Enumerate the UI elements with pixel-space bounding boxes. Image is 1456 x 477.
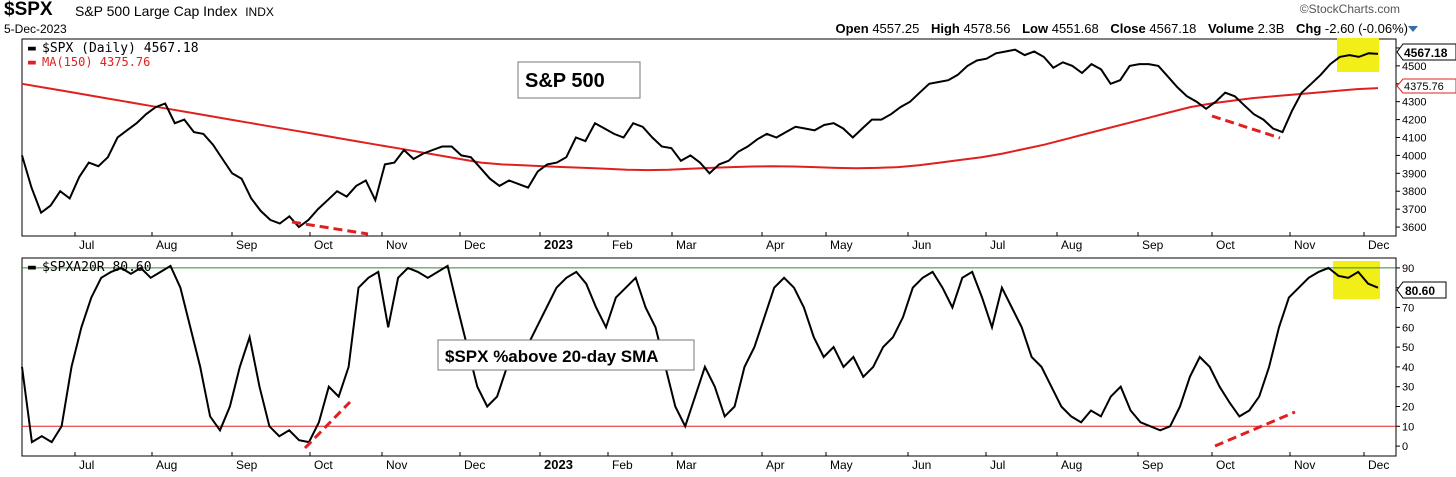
breadth-xtick-label: Nov <box>1294 458 1315 472</box>
price-xtick-label: Jul <box>79 238 94 252</box>
price-xtick-label: Apr <box>766 238 785 252</box>
price-ytick-label: 3800 <box>1402 186 1426 198</box>
price-highlight-box <box>1337 38 1379 72</box>
breadth-annotation-box <box>437 339 695 371</box>
breadth-xtick-label: Mar <box>676 458 697 472</box>
price-xtick-label: Jul <box>990 238 1005 252</box>
ma-legend-icon: ▬ <box>28 55 36 70</box>
breadth-tag: 80.60 <box>1405 284 1435 298</box>
price-ytick-label: 4000 <box>1402 150 1426 162</box>
breadth-xtick-label: Oct <box>314 458 333 472</box>
breadth-ytick-label: 0 <box>1402 441 1408 453</box>
breadth-xtick-label: Oct <box>1216 458 1235 472</box>
spxa20r-line <box>21 264 1379 444</box>
price-xtick-label: 2023 <box>544 237 573 252</box>
price-ytick-label: 3600 <box>1402 222 1426 234</box>
price-xtick-label: Feb <box>612 238 633 252</box>
credit[interactable]: ©StockCharts.com <box>1299 2 1400 16</box>
price-ytick-label: 4500 <box>1402 61 1426 73</box>
breadth-xtick-label: Nov <box>386 458 407 472</box>
breadth-tag-shape <box>1396 281 1447 299</box>
breadth-panel <box>21 257 1397 457</box>
breadth-ytick-label: 30 <box>1402 382 1414 394</box>
oct-2022-breadth-trendline <box>303 400 352 450</box>
price-panel <box>21 38 1397 237</box>
breadth-xtick-label: Sep <box>236 458 258 472</box>
breadth-legend: $SPXA20R 80.60 <box>42 260 152 275</box>
index-name: S&P 500 Large Cap Index INDX <box>75 3 274 19</box>
price-ytick-label: 4200 <box>1402 115 1426 127</box>
breadth-xtick-label: Sep <box>1142 458 1164 472</box>
price-xtick-label: Aug <box>1061 238 1082 252</box>
breadth-legend-icon: ▬ <box>28 260 36 275</box>
breadth-xtick-label: Aug <box>1061 458 1082 472</box>
breadth-xtick-label: Dec <box>464 458 485 472</box>
breadth-ytick-label: 60 <box>1402 322 1414 334</box>
breadth-ytick-label: 90 <box>1402 263 1414 275</box>
breadth-annotation: $SPX %above 20-day SMA <box>445 347 659 366</box>
spx-price-line <box>21 48 1379 229</box>
sp500-annotation: S&P 500 <box>525 70 605 92</box>
chevron-down-icon[interactable] <box>1408 26 1418 32</box>
price-xtick-label: May <box>830 238 853 252</box>
price-xtick-label: Sep <box>236 238 258 252</box>
breadth-xtick-label: Jun <box>912 458 931 472</box>
price-ytick-label: 3700 <box>1402 204 1426 216</box>
breadth-xtick-label: Jul <box>990 458 1005 472</box>
price-xtick-label: Oct <box>314 238 333 252</box>
oct-2023-price-trendline <box>1211 114 1281 140</box>
breadth-xtick-label: Aug <box>156 458 177 472</box>
price-xtick-label: Oct <box>1216 238 1235 252</box>
ma-legend: MA(150) 4375.76 <box>42 55 150 69</box>
price-xtick-label: Aug <box>156 238 177 252</box>
price-legend-icon: ▬ <box>28 41 36 56</box>
price-ytick-label: 4100 <box>1402 133 1426 145</box>
price-xtick-label: Dec <box>464 238 485 252</box>
symbol: $SPX <box>4 0 53 20</box>
chart-header: $SPX S&P 500 Large Cap Index INDX 5-Dec-… <box>0 0 1456 38</box>
breadth-highlight-box <box>1333 261 1380 299</box>
sp500-annotation-box <box>517 61 641 99</box>
breadth-xtick-label: Jul <box>79 458 94 472</box>
ma150-line <box>21 82 1379 172</box>
price-legend: $SPX (Daily) 4567.18 <box>42 41 199 56</box>
breadth-xtick-label: Feb <box>612 458 633 472</box>
breadth-ytick-label: 20 <box>1402 402 1414 414</box>
breadth-ytick-label: 50 <box>1402 342 1414 354</box>
oct-2022-price-trendline <box>291 220 369 236</box>
quote-line: Open 4557.25 High 4578.56 Low 4551.68 Cl… <box>835 21 1408 36</box>
price-ytick-label: 4300 <box>1402 97 1426 109</box>
price-tag: 4567.18 <box>1404 46 1448 60</box>
price-ytick-label: 3900 <box>1402 168 1426 180</box>
breadth-ytick-label: 70 <box>1402 303 1414 315</box>
ma-tag-shape <box>1396 78 1456 94</box>
ma-tag: 4375.76 <box>1404 81 1444 93</box>
price-xtick-label: Nov <box>1294 238 1315 252</box>
price-xtick-label: Nov <box>386 238 407 252</box>
price-xtick-label: Jun <box>912 238 931 252</box>
breadth-ytick-label: 40 <box>1402 362 1414 374</box>
chart-date: 5-Dec-2023 <box>4 22 67 36</box>
price-xtick-label: Dec <box>1368 238 1389 252</box>
price-tag-shape <box>1396 43 1456 61</box>
breadth-xtick-label: 2023 <box>544 457 573 472</box>
price-xtick-label: Sep <box>1142 238 1164 252</box>
breadth-ytick-label: 10 <box>1402 421 1414 433</box>
breadth-xtick-label: Dec <box>1368 458 1389 472</box>
breadth-xtick-label: Apr <box>766 458 785 472</box>
breadth-xtick-label: May <box>830 458 853 472</box>
oct-2023-breadth-trendline <box>1214 410 1296 448</box>
price-xtick-label: Mar <box>676 238 697 252</box>
